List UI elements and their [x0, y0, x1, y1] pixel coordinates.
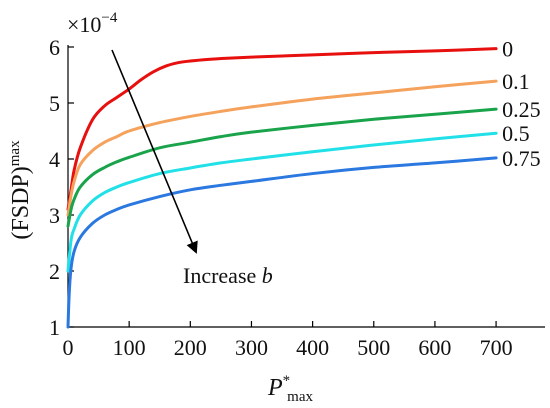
- x-tick-label: 600: [418, 335, 451, 360]
- x-tick-label: 0: [63, 335, 74, 360]
- series-end-label: 0.5: [502, 121, 529, 146]
- increase-arrow: [111, 49, 198, 254]
- y-tick-label: 4: [49, 147, 60, 172]
- x-axis-title-subscript: max: [287, 389, 313, 405]
- tick-marks: [67, 46, 497, 328]
- annotation-prefix: Increase: [183, 263, 262, 288]
- y-tick-label: 1: [49, 315, 60, 340]
- series-end-label: 0.1: [502, 69, 529, 94]
- x-tick-label: 400: [296, 335, 329, 360]
- series-line-0-5: [66, 131, 498, 273]
- series-lines: [66, 47, 498, 329]
- x-axis-title: P* max: [267, 373, 313, 405]
- x-tick-labels: 0 100 200 300 400 500 600 700: [63, 335, 513, 360]
- y-tick-labels: 1 2 3 4 5 6: [49, 35, 60, 340]
- y-tick-label: 3: [49, 203, 60, 228]
- y-axis-title-main: (FSDP): [8, 166, 34, 239]
- y-axis-title: (FSDP)max: [7, 140, 34, 240]
- x-tick-label: 300: [235, 335, 268, 360]
- series-end-label: 0.25: [502, 97, 540, 122]
- series-line-0-75: [66, 156, 498, 329]
- series-line-0-1: [66, 79, 498, 217]
- scale-multiplier-exponent: −4: [101, 10, 117, 26]
- x-tick-label: 700: [480, 335, 513, 360]
- series-end-label: 0: [502, 37, 513, 62]
- series-end-label: 0.75: [502, 146, 540, 171]
- annotation-variable: b: [262, 263, 273, 288]
- series-end-labels: 0 0.1 0.250.50.75: [502, 37, 540, 171]
- series-line-0: [66, 47, 498, 211]
- y-tick-label: 2: [49, 259, 60, 284]
- y-tick-label: 5: [49, 91, 60, 116]
- scale-multiplier: ×10−4: [67, 10, 118, 37]
- x-axis-title-main: P: [267, 375, 283, 401]
- scale-multiplier-prefix: ×10: [67, 12, 101, 37]
- y-axis-title-superscript: max: [7, 140, 23, 166]
- x-axis-title-superscript: *: [283, 373, 291, 389]
- series-line-0-25: [66, 107, 498, 228]
- axes: [67, 45, 545, 328]
- x-tick-label: 200: [174, 335, 207, 360]
- y-axis-title-text: (FSDP)max: [7, 140, 34, 240]
- annotation-text: Increase b: [183, 263, 273, 288]
- y-tick-label: 6: [49, 35, 60, 60]
- x-tick-label: 100: [113, 335, 146, 360]
- x-tick-label: 500: [357, 335, 390, 360]
